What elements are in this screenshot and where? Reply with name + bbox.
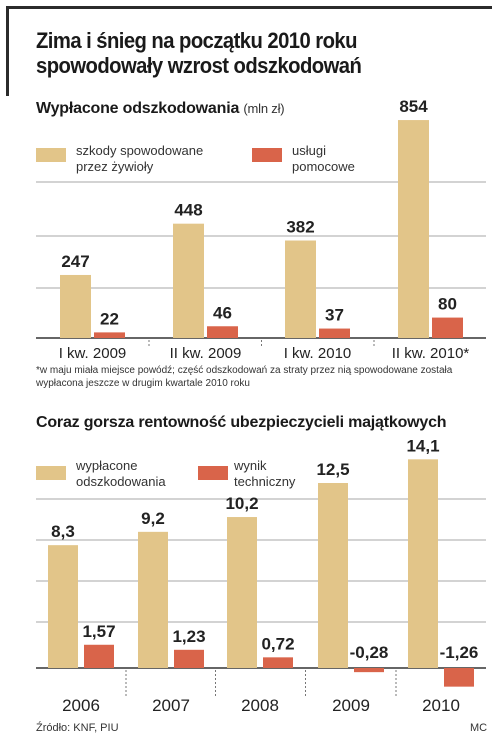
chart1-bar-series2 xyxy=(432,317,463,338)
chart1-value-label: 37 xyxy=(325,306,344,325)
chart1-bar-series2 xyxy=(319,328,350,338)
legend1-label-series1: szkody spowodowane przez żywioły xyxy=(76,143,204,174)
chart1-bar-series2 xyxy=(207,326,238,338)
chart2-bar-series2 xyxy=(174,649,204,668)
chart2-category-label: 2006 xyxy=(62,696,100,715)
chart1-footnote: *w maju miała miejsce powódź; część odsz… xyxy=(36,365,453,389)
legend2-label-series2: wynik techniczny xyxy=(234,458,296,489)
chart1-bar-series1 xyxy=(60,274,91,338)
legend1-label-series2: usługi pomocowe xyxy=(292,143,355,174)
chart1-title: Wypłacone odszkodowania xyxy=(36,100,240,117)
top-rule xyxy=(6,6,492,9)
chart1-plot: 247 22 I kw. 2009 448 46 II kw. 2009 382 37 I kw… xyxy=(36,97,486,362)
chart2-plot: 8,3 1,57 2006 9,2 1,23 2007 10,2 0,72 2008 12,5 -0… xyxy=(36,436,486,715)
chart2-category-label: 2010 xyxy=(422,696,460,715)
chart2-value-label: 14,1 xyxy=(406,436,439,455)
chart1-bar-series1 xyxy=(173,223,204,338)
chart1-title-row: Wypłacone odszkodowania (mln zł) xyxy=(36,100,285,118)
chart2-value-label: 9,2 xyxy=(141,509,165,528)
chart2-bar-series2 xyxy=(444,668,474,687)
source-note: Źródło: KNF, PIU xyxy=(36,722,119,734)
chart2-title: Coraz gorsza rentowność ubezpieczycieli … xyxy=(36,414,447,431)
chart2-bar-series1 xyxy=(138,531,168,668)
chart1-value-label: 22 xyxy=(100,309,119,328)
chart2-value-label: 0,72 xyxy=(261,634,294,653)
legend1-swatch-series1 xyxy=(36,148,66,162)
chart2-category-label: 2008 xyxy=(241,696,279,715)
chart1-category-label: II kw. 2010* xyxy=(392,345,470,362)
chart2-value-label: -0,28 xyxy=(350,643,389,662)
headline: Zima i śnieg na początku 2010 roku spowo… xyxy=(36,28,362,78)
chart1-value-label: 382 xyxy=(286,218,314,237)
legend1-swatch-series2 xyxy=(252,148,282,162)
chart2-bar-series1 xyxy=(48,545,78,668)
chart1-category-label: I kw. 2009 xyxy=(59,345,127,362)
chart2-category-label: 2007 xyxy=(152,696,190,715)
chart2-bar-series2 xyxy=(84,644,114,668)
legend2-swatch-series2 xyxy=(198,466,228,480)
chart1-value-label: 247 xyxy=(61,252,89,271)
chart2-bar-series1 xyxy=(318,483,348,668)
legend2-label-series1: wypłacone odszkodowania xyxy=(76,458,166,489)
chart1-bar-series1 xyxy=(285,240,316,338)
chart2-value-label: 8,3 xyxy=(51,522,75,541)
author-credit: MC xyxy=(470,722,488,734)
chart1-unit: (mln zł) xyxy=(243,101,285,116)
chart1-value-label: 854 xyxy=(399,97,428,116)
chart2-bar-series2 xyxy=(354,668,384,673)
chart1-value-label: 80 xyxy=(438,295,457,314)
legend2-swatch-series1 xyxy=(36,466,66,480)
chart1-category-label: II kw. 2009 xyxy=(170,345,242,362)
chart1-value-label: 46 xyxy=(213,303,232,322)
chart2-bar-series1 xyxy=(408,459,438,668)
chart1-bar-series2 xyxy=(94,332,125,338)
chart2-bar-series2 xyxy=(263,657,293,668)
chart2-value-label: -1,26 xyxy=(440,643,479,662)
chart1-value-label: 448 xyxy=(174,201,202,220)
chart2-value-label: 10,2 xyxy=(225,494,258,513)
chart2-value-label: 1,23 xyxy=(172,627,205,646)
side-rule xyxy=(6,6,9,96)
chart1-bar-series1 xyxy=(398,120,429,338)
chart1-category-label: I kw. 2010 xyxy=(284,345,352,362)
chart2-category-label: 2009 xyxy=(332,696,370,715)
chart2-value-label: 12,5 xyxy=(316,460,349,479)
chart2-bar-series1 xyxy=(227,517,257,668)
chart2-value-label: 1,57 xyxy=(82,622,115,641)
